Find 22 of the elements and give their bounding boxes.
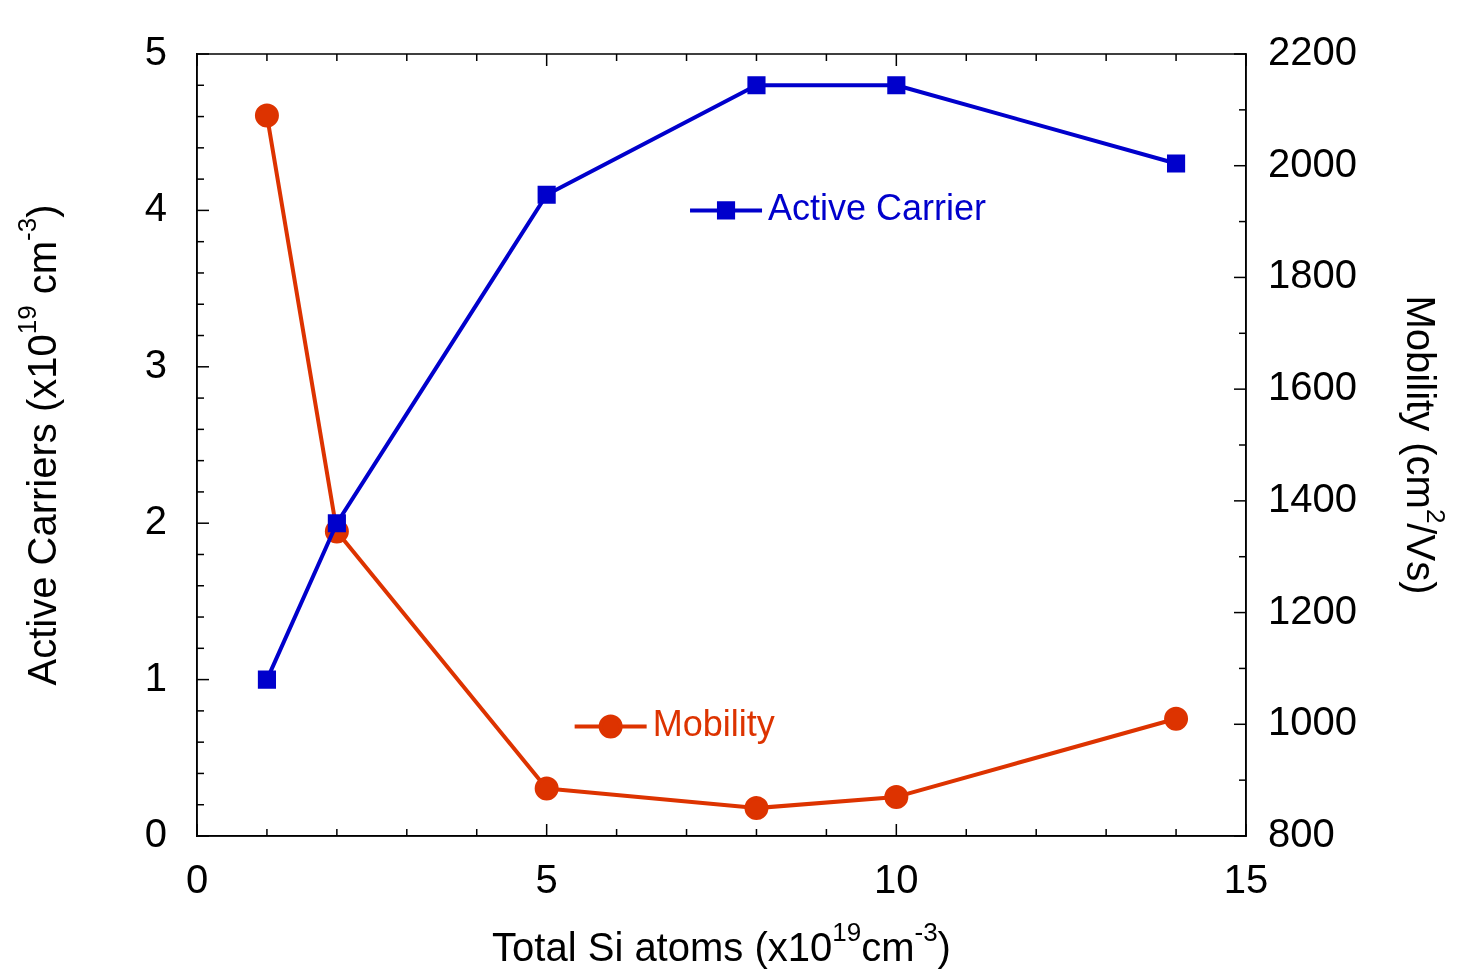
y2-tick-label: 1200	[1268, 587, 1357, 632]
y2-tick-label: 1800	[1268, 252, 1357, 297]
y-tick-label: 3	[144, 341, 167, 386]
y2-axis-title: Mobility (cm2/Vs)	[1398, 295, 1451, 595]
y-tick-label: 0	[144, 811, 167, 856]
legend-label: Active Carrier	[768, 187, 987, 229]
y2-tick-label: 2000	[1268, 140, 1357, 185]
y-tick-label: 5	[144, 29, 167, 74]
x-tick-label: 5	[535, 857, 558, 902]
y2-tick-label: 1400	[1268, 475, 1357, 520]
y2-tick-label: 2200	[1268, 29, 1357, 74]
y-tick-label: 2	[144, 498, 167, 543]
y2-tick-label: 1000	[1268, 699, 1357, 744]
x-tick-label: 0	[185, 857, 209, 902]
y2-tick-label: 800	[1268, 811, 1335, 856]
y2-tick-label: 1600	[1268, 364, 1357, 409]
y-tick-label: 4	[144, 185, 167, 230]
legend-label: Mobility	[652, 703, 775, 745]
x-tick-label: 15	[1223, 857, 1269, 902]
y-axis-title: Active Carriers (x1019 cm-3)	[12, 204, 65, 686]
x-tick-label: 10	[874, 857, 919, 902]
y-tick-label: 1	[144, 654, 167, 699]
